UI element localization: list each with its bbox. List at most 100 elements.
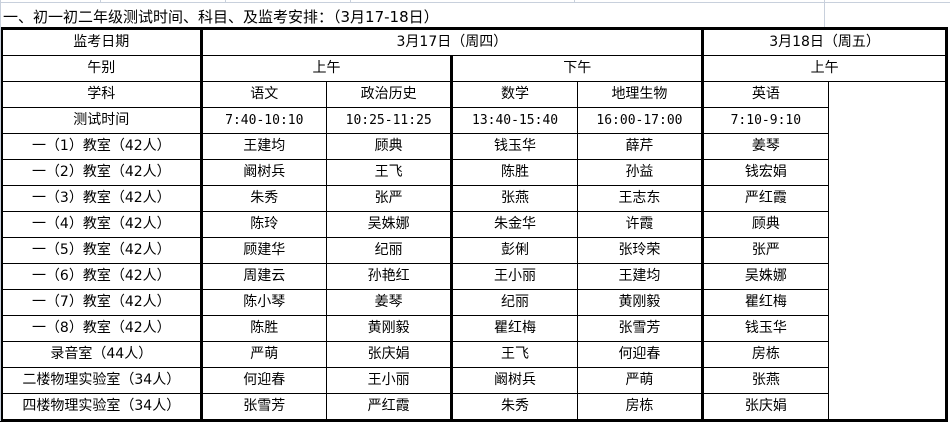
- table-row: 四楼物理实验室（34人） 张雪芳 严红霞 朱秀 房栋 张庆娟: [1, 393, 947, 421]
- proctor-cell[interactable]: 许霞: [576, 211, 704, 238]
- proctor-cell[interactable]: 孙艳红: [325, 263, 453, 290]
- room-cell[interactable]: 一（8）教室（42人）: [1, 315, 202, 342]
- proctor-cell[interactable]: 纪丽: [325, 237, 453, 264]
- table-row: 一（5）教室（42人） 顾建华 纪丽 彭俐 张玲荣 张严: [1, 237, 947, 264]
- proctor-cell[interactable]: 彭俐: [450, 237, 578, 264]
- proctor-cell[interactable]: 陈胜: [450, 159, 578, 186]
- time-label[interactable]: 测试时间: [1, 107, 202, 134]
- proctor-cell[interactable]: 瞿红梅: [701, 289, 829, 316]
- proctor-cell[interactable]: 何迎春: [576, 341, 704, 368]
- proctor-cell[interactable]: 房栋: [701, 341, 829, 368]
- proctor-cell[interactable]: 张玲荣: [576, 237, 704, 264]
- proctor-cell[interactable]: 张雪芳: [576, 315, 704, 342]
- proctor-cell[interactable]: 陈胜: [199, 315, 327, 342]
- sheet-gridline-left: [0, 27, 1, 421]
- room-cell[interactable]: 录音室（44人）: [1, 341, 202, 368]
- proctor-cell[interactable]: 王小丽: [450, 263, 578, 290]
- subject-cell[interactable]: 语文: [199, 81, 327, 108]
- proctor-schedule-table: 监考日期 3月17日（周四） 3月18日（周五） 午别 上午 下午 上午 学科 …: [0, 27, 948, 422]
- proctor-cell[interactable]: 钱宏娟: [701, 159, 829, 186]
- subject-cell[interactable]: 政治历史: [325, 81, 453, 108]
- proctor-cell[interactable]: 朱秀: [450, 393, 578, 421]
- proctor-cell[interactable]: 阚树兵: [199, 159, 327, 186]
- room-cell[interactable]: 一（1）教室（42人）: [1, 133, 202, 160]
- date-row: 监考日期 3月17日（周四） 3月18日（周五）: [1, 28, 947, 56]
- time-cell[interactable]: 7:40-10:10: [199, 107, 327, 134]
- room-cell[interactable]: 四楼物理实验室（34人）: [1, 393, 202, 421]
- table-row: 一（2）教室（42人） 阚树兵 王飞 陈胜 孙益 钱宏娟: [1, 159, 947, 186]
- proctor-cell[interactable]: 张严: [701, 237, 829, 264]
- proctor-cell[interactable]: 纪丽: [450, 289, 578, 316]
- period-cell[interactable]: 下午: [450, 55, 704, 82]
- date-cell[interactable]: 3月17日（周四）: [199, 28, 704, 56]
- room-cell[interactable]: 一（5）教室（42人）: [1, 237, 202, 264]
- proctor-cell[interactable]: 钱玉华: [450, 133, 578, 160]
- room-cell[interactable]: 一（4）教室（42人）: [1, 211, 202, 238]
- table-row: 录音室（44人） 严萌 张庆娟 王飞 何迎春 房栋: [1, 341, 947, 368]
- empty-merged-cell[interactable]: [827, 81, 948, 421]
- time-cell[interactable]: 13:40-15:40: [450, 107, 578, 134]
- proctor-cell[interactable]: 吴姝娜: [325, 211, 453, 238]
- subject-cell[interactable]: 英语: [701, 81, 829, 108]
- proctor-cell[interactable]: 王建均: [199, 133, 327, 160]
- proctor-cell[interactable]: 张庆娟: [701, 393, 829, 421]
- proctor-cell[interactable]: 姜琴: [325, 289, 453, 316]
- table-row: 二楼物理实验室（34人） 何迎春 王小丽 阚树兵 严萌 张燕: [1, 367, 947, 394]
- subject-row: 学科 语文 政治历史 数学 地理生物 英语: [1, 81, 948, 421]
- room-cell[interactable]: 一（7）教室（42人）: [1, 289, 202, 316]
- proctor-cell[interactable]: 张庆娟: [325, 341, 453, 368]
- room-cell[interactable]: 一（6）教室（42人）: [1, 263, 202, 290]
- time-cell[interactable]: 10:25-11:25: [325, 107, 453, 134]
- proctor-cell[interactable]: 朱金华: [450, 211, 578, 238]
- proctor-cell[interactable]: 黄刚毅: [576, 289, 704, 316]
- proctor-cell[interactable]: 阚树兵: [450, 367, 578, 394]
- subject-cell[interactable]: 数学: [450, 81, 578, 108]
- subject-label[interactable]: 学科: [1, 81, 202, 108]
- table-row: 一（7）教室（42人） 陈小琴 姜琴 纪丽 黄刚毅 瞿红梅: [1, 289, 947, 316]
- proctor-cell[interactable]: 瞿红梅: [450, 315, 578, 342]
- table-row: 一（3）教室（42人） 朱秀 张严 张燕 王志东 严红霞: [1, 185, 947, 212]
- proctor-cell[interactable]: 顾建华: [199, 237, 327, 264]
- proctor-cell[interactable]: 黄刚毅: [325, 315, 453, 342]
- proctor-cell[interactable]: 姜琴: [701, 133, 829, 160]
- proctor-cell[interactable]: 王志东: [576, 185, 704, 212]
- proctor-cell[interactable]: 顾典: [325, 133, 453, 160]
- room-cell[interactable]: 二楼物理实验室（34人）: [1, 367, 202, 394]
- proctor-cell[interactable]: 钱玉华: [701, 315, 829, 342]
- period-label[interactable]: 午别: [1, 55, 202, 82]
- room-cell[interactable]: 一（3）教室（42人）: [1, 185, 202, 212]
- proctor-cell[interactable]: 薛芹: [576, 133, 704, 160]
- proctor-cell[interactable]: 王飞: [325, 159, 453, 186]
- proctor-cell[interactable]: 张燕: [701, 367, 829, 394]
- proctor-cell[interactable]: 王飞: [450, 341, 578, 368]
- proctor-cell[interactable]: 陈小琴: [199, 289, 327, 316]
- time-cell[interactable]: 16:00-17:00: [576, 107, 704, 134]
- proctor-cell[interactable]: 吴姝娜: [701, 263, 829, 290]
- proctor-cell[interactable]: 陈玲: [199, 211, 327, 238]
- table-row: 一（6）教室（42人） 周建云 孙艳红 王小丽 王建均 吴姝娜: [1, 263, 947, 290]
- sheet-title: 一、初一初二年级测试时间、科目、及监考安排：（3月17-18日）: [3, 8, 439, 26]
- date-label[interactable]: 监考日期: [1, 28, 202, 56]
- proctor-cell[interactable]: 孙益: [576, 159, 704, 186]
- room-cell[interactable]: 一（2）教室（42人）: [1, 159, 202, 186]
- proctor-cell[interactable]: 严红霞: [325, 393, 453, 421]
- proctor-cell[interactable]: 王建均: [576, 263, 704, 290]
- proctor-cell[interactable]: 张雪芳: [199, 393, 327, 421]
- period-cell[interactable]: 上午: [701, 55, 947, 82]
- time-cell[interactable]: 7:10-9:10: [701, 107, 829, 134]
- proctor-cell[interactable]: 房栋: [576, 393, 704, 421]
- proctor-cell[interactable]: 严萌: [199, 341, 327, 368]
- date-cell[interactable]: 3月18日（周五）: [701, 28, 947, 56]
- proctor-cell[interactable]: 周建云: [199, 263, 327, 290]
- proctor-cell[interactable]: 何迎春: [199, 367, 327, 394]
- period-cell[interactable]: 上午: [199, 55, 453, 82]
- proctor-cell[interactable]: 严红霞: [701, 185, 829, 212]
- proctor-cell[interactable]: 张燕: [450, 185, 578, 212]
- proctor-cell[interactable]: 顾典: [701, 211, 829, 238]
- time-row: 测试时间 7:40-10:10 10:25-11:25 13:40-15:40 …: [1, 107, 947, 134]
- proctor-cell[interactable]: 张严: [325, 185, 453, 212]
- proctor-cell[interactable]: 朱秀: [199, 185, 327, 212]
- subject-cell[interactable]: 地理生物: [576, 81, 704, 108]
- proctor-cell[interactable]: 严萌: [576, 367, 704, 394]
- proctor-cell[interactable]: 王小丽: [325, 367, 453, 394]
